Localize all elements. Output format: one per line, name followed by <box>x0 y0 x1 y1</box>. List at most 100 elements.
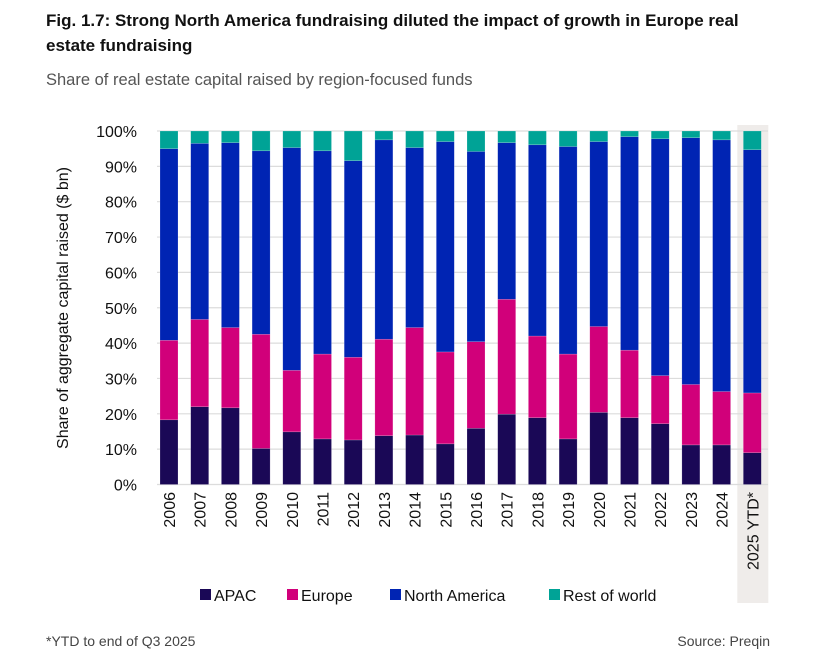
bar-segment-north-america <box>681 137 701 385</box>
bar-segment-europe <box>221 327 240 409</box>
y-tick-label: 100% <box>96 124 137 141</box>
legend-swatch <box>200 589 211 600</box>
bar-segment-apac <box>436 443 455 485</box>
source-note: Source: Preqin <box>677 633 770 649</box>
bar-segment-apac <box>343 439 363 485</box>
bar-segment-europe <box>497 299 516 415</box>
bar-segment-north-america <box>497 142 516 300</box>
y-tick-label: 40% <box>105 336 137 353</box>
y-tick-label: 10% <box>105 442 137 459</box>
x-tick-label: 2011 <box>316 492 333 527</box>
y-tick-label: 20% <box>105 407 137 424</box>
bar-stack-2015 <box>436 130 455 485</box>
bar-segment-north-america <box>528 144 547 337</box>
bar-segment-north-america <box>190 143 209 320</box>
legend-label: APAC <box>214 588 256 605</box>
bar-segment-europe <box>374 338 394 436</box>
legend-swatch <box>390 589 401 600</box>
bar-stack-2014 <box>405 130 424 485</box>
bar-stack-2020 <box>589 130 609 485</box>
bar-segment-apac <box>528 417 547 485</box>
bar-segment-rest-of-world <box>313 130 332 152</box>
x-tick-label: 2018 <box>530 492 547 528</box>
bar-segment-rest-of-world <box>343 130 363 161</box>
bar-stack-2013 <box>374 130 394 485</box>
bar-segment-north-america <box>712 139 731 392</box>
bar-segment-rest-of-world <box>681 130 701 138</box>
bar-segment-apac <box>743 452 762 485</box>
bar-segment-rest-of-world <box>558 130 578 147</box>
bar-segment-europe <box>743 392 762 453</box>
y-tick-label: 60% <box>105 265 137 282</box>
bar-segment-europe <box>436 351 455 445</box>
legend-label: Rest of world <box>563 588 656 605</box>
bar-segment-apac <box>251 448 271 485</box>
bar-segment-europe <box>343 356 363 441</box>
bar-segment-apac <box>190 406 209 485</box>
bar-stack-2019 <box>558 130 578 485</box>
x-tick-label: 2014 <box>408 492 425 528</box>
bar-segment-north-america <box>436 141 455 353</box>
legend-swatch <box>549 589 560 600</box>
legend-label: Europe <box>301 588 353 605</box>
x-tick-label: 2009 <box>254 492 271 528</box>
legend-item-europe: Europe <box>287 588 353 605</box>
x-tick-label: 2025 YTD* <box>745 492 762 570</box>
bar-segment-rest-of-world <box>589 130 609 142</box>
x-tick-label: 2020 <box>592 492 609 528</box>
y-tick-label: 0% <box>114 478 137 495</box>
footnote: *YTD to end of Q3 2025 <box>46 633 196 649</box>
bar-stack-2016 <box>466 130 486 485</box>
y-tick-label: 30% <box>105 371 137 388</box>
bar-segment-apac <box>589 412 609 485</box>
bar-segment-rest-of-world <box>221 130 240 143</box>
bar-stack-2018 <box>528 130 547 485</box>
legend-swatch <box>287 589 298 600</box>
bar-segment-rest-of-world <box>528 130 547 146</box>
bar-segment-apac <box>374 435 394 485</box>
bar-segment-rest-of-world <box>620 130 639 137</box>
bar-segment-north-america <box>374 139 394 340</box>
bar-segment-rest-of-world <box>374 130 394 141</box>
y-tick-label: 80% <box>105 195 137 212</box>
x-tick-label: 2024 <box>715 492 732 528</box>
y-tick-label: 50% <box>105 301 137 318</box>
bar-segment-rest-of-world <box>251 130 271 152</box>
y-tick-label: 70% <box>105 230 137 247</box>
bar-stack-2009 <box>251 130 271 485</box>
bar-segment-north-america <box>159 148 179 341</box>
bar-stack-2021 <box>620 130 639 485</box>
x-tick-label: 2008 <box>223 492 240 528</box>
bar-segment-apac <box>712 444 731 485</box>
legend-item-north-america: North America <box>390 588 505 605</box>
bar-segment-europe <box>558 353 578 440</box>
bar-segment-apac <box>620 417 639 485</box>
bar-segment-apac <box>221 407 240 485</box>
bar-segment-north-america <box>313 150 332 355</box>
bar-stack-2017 <box>497 130 516 485</box>
bar-segment-apac <box>681 444 701 485</box>
x-tick-label: 2023 <box>684 492 701 528</box>
bar-stack-2008 <box>221 130 240 485</box>
bar-segment-north-america <box>589 141 609 327</box>
bar-segment-rest-of-world <box>743 130 762 150</box>
bar-segment-apac <box>313 438 332 485</box>
bar-segment-rest-of-world <box>466 130 486 152</box>
bar-segment-north-america <box>405 147 424 328</box>
x-tick-label: 2022 <box>653 492 670 528</box>
bar-segment-north-america <box>343 160 363 358</box>
bar-segment-north-america <box>620 136 639 351</box>
chart-title: Fig. 1.7: Strong North America fundraisi… <box>46 11 739 55</box>
y-axis-ticks: 0% 10% 20% 30% 40% 50% 60% 70% 80% 90% 100% <box>96 124 137 495</box>
bar-segment-apac <box>650 423 670 485</box>
x-axis-ticks: 2006 2007 2008 2009 2010 2011 2012 2013 2014 2015… <box>162 492 762 570</box>
x-tick-label: 2017 <box>500 492 517 528</box>
bar-segment-europe <box>528 335 547 418</box>
bar-segment-europe <box>251 334 271 449</box>
x-tick-label: 2013 <box>377 492 394 528</box>
x-tick-label: 2012 <box>346 492 363 528</box>
bars <box>159 130 762 485</box>
x-tick-label: 2010 <box>285 492 302 528</box>
legend-label: North America <box>404 588 505 605</box>
